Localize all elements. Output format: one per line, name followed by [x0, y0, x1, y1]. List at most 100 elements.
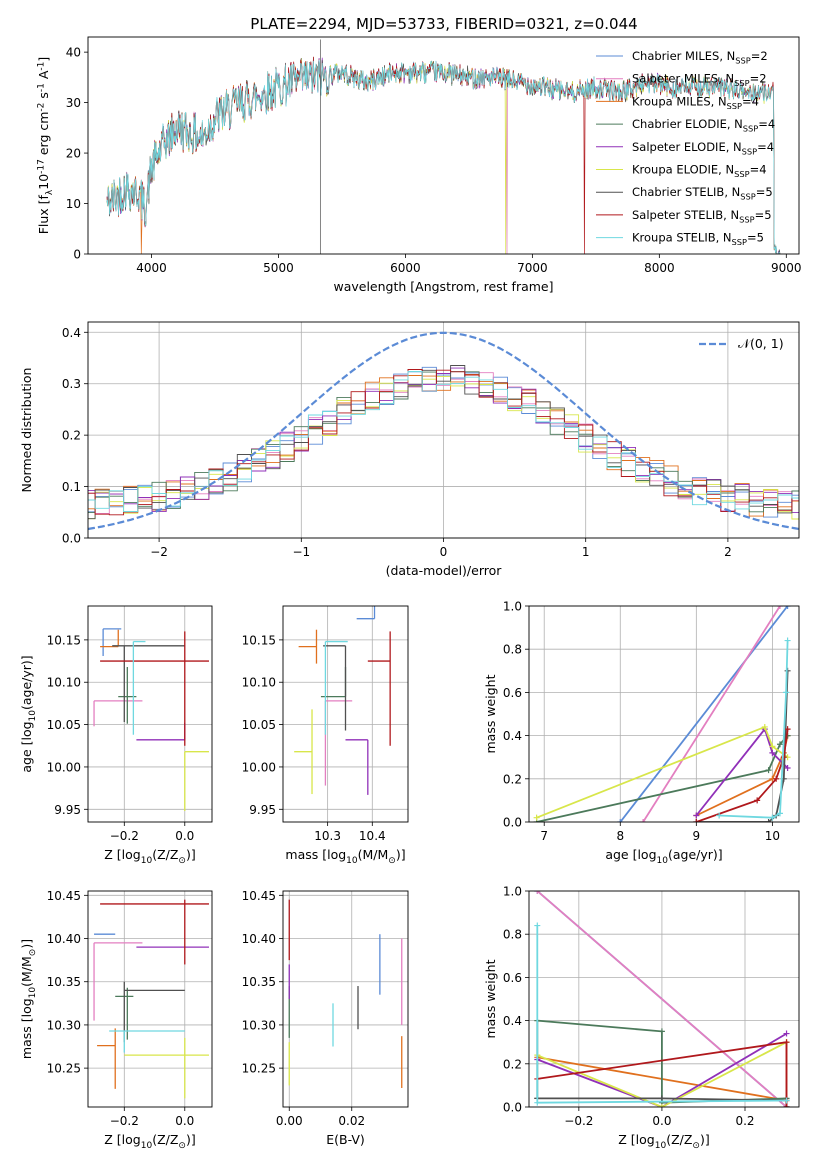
x-tick-label: 9000 — [771, 261, 802, 275]
normal-reference-curve — [88, 331, 799, 531]
weight-series-line — [536, 725, 789, 819]
z-age-frame — [87, 605, 213, 823]
ebv-mass-plot-area — [288, 899, 403, 1088]
spectrum-plot-area — [106, 39, 781, 254]
y-tick-label: 1.0 — [503, 600, 522, 614]
legend-label: Kroupa STELIB, NSSP=5 — [632, 231, 764, 247]
weight-marker — [658, 1095, 665, 1102]
weight-marker — [658, 1104, 665, 1107]
mass-age-xlabel: mass [log10(M/M⊙)] — [285, 847, 405, 866]
weight-marker — [783, 689, 790, 696]
z-age-xlabel: Z [log10(Z/Z⊙)] — [104, 847, 195, 866]
weight-marker — [640, 819, 647, 822]
z-age-ylabel: age [log10(age/yr)] — [19, 655, 38, 772]
x-tick-label: 4000 — [136, 261, 167, 275]
y-tick-label: 10.30 — [47, 1018, 81, 1032]
y-tick-label: 0.8 — [503, 643, 522, 657]
ebv-mass-grid — [283, 891, 408, 1107]
legend-label: Chabrier ELODIE, NSSP=4 — [632, 117, 775, 133]
age-weight-axes: 7 8 9 10 0.0 0.2 0.4 0.6 0.8 1.0 age [log10(age/yr… — [483, 600, 800, 866]
legend-label: Salpeter MILES, NSSP=2 — [632, 72, 767, 88]
weight-marker — [693, 819, 700, 822]
y-tick-label: 10.15 — [47, 633, 81, 647]
errorbar-point — [320, 666, 347, 698]
y-tick-label: 0.1 — [62, 480, 81, 494]
y-tick-label: 40 — [66, 46, 81, 60]
errorbar-point — [123, 981, 185, 1043]
x-tick-label: 8000 — [644, 261, 675, 275]
y-tick-label: 0.2 — [62, 429, 81, 443]
mass-age-plot-area — [294, 606, 391, 795]
weight-marker — [783, 1030, 790, 1037]
ebv-mass-frame — [282, 890, 409, 1108]
ebv-mass-xlabel: E(B-V) — [326, 1132, 365, 1147]
x-tick-label: 10.3 — [314, 829, 341, 843]
y-tick-label: 9.95 — [54, 803, 81, 817]
z-mass-axes: −0.2 0.0 10.25 10.30 10.35 10.40 10.45 Z [log10… — [19, 889, 213, 1151]
y-tick-label: 0.6 — [503, 971, 522, 985]
errorbar-point — [93, 700, 143, 727]
y-tick-label: 10.25 — [47, 1062, 81, 1076]
y-tick-label: 10.10 — [242, 676, 276, 690]
y-tick-label: 1.0 — [503, 885, 522, 899]
errorbar-point — [324, 640, 348, 735]
weight-marker — [784, 606, 791, 609]
z-mass-plot-area — [93, 899, 209, 1099]
x-tick-label: 0.0 — [175, 1114, 194, 1128]
y-tick-label: 9.95 — [249, 803, 276, 817]
weight-marker — [784, 637, 791, 644]
z-weight-axes: −0.2 0.0 0.2 0.0 0.2 0.4 0.6 0.8 1.0 Z [log10(Z/Z… — [483, 885, 800, 1151]
spectrum-series-line — [106, 56, 781, 254]
y-tick-label: 0.3 — [62, 377, 81, 391]
y-tick-label: 0 — [73, 248, 81, 262]
weight-marker — [783, 1039, 790, 1046]
errorbar-point — [102, 628, 122, 656]
spectrum-xlabel: wavelength [Angstrom, rest frame] — [333, 279, 553, 294]
mass-age-frame — [282, 605, 409, 823]
weight-marker — [754, 797, 761, 804]
legend-label: Kroupa ELODIE, NSSP=4 — [632, 163, 767, 179]
weight-marker — [533, 814, 540, 821]
weight-marker — [769, 749, 776, 756]
errorbar-point — [136, 722, 186, 741]
residuals-grid — [88, 322, 799, 539]
residual-histogram — [88, 372, 799, 514]
y-tick-label: 0.8 — [503, 928, 522, 942]
z-mass-ylabel: mass [log10(M/M⊙)] — [19, 939, 38, 1059]
weight-series-line — [642, 606, 781, 822]
weight-marker — [534, 891, 541, 894]
x-tick-label: 0.02 — [338, 1114, 365, 1128]
spectrum-legend: Chabrier MILES, NSSP=2 Salpeter MILES, NS… — [596, 49, 775, 247]
weight-marker — [658, 1028, 665, 1035]
y-tick-label: 0.0 — [503, 1101, 522, 1115]
y-tick-label: 30 — [66, 96, 81, 110]
spectrum-series-line — [106, 59, 781, 254]
weight-marker — [765, 767, 772, 774]
y-tick-label: 0.0 — [62, 532, 81, 546]
y-tick-label: 0.6 — [503, 686, 522, 700]
residuals-xlabel: (data-model)/error — [386, 563, 503, 578]
z-age-axes: −0.2 0.0 9.95 10.00 10.05 10.10 10.15 Z [log10(… — [19, 605, 213, 866]
x-tick-label: 5000 — [263, 261, 294, 275]
y-tick-label: 0.2 — [503, 1057, 522, 1071]
y-tick-label: 0.4 — [503, 1014, 522, 1028]
errorbar-point — [100, 899, 209, 965]
weight-marker — [716, 812, 723, 819]
x-tick-label: 10.4 — [359, 829, 386, 843]
errorbar-point — [100, 631, 209, 746]
errorbar-point — [109, 1030, 185, 1053]
weight-marker — [769, 743, 776, 750]
weight-series-line — [719, 640, 789, 819]
legend-label: Kroupa MILES, NSSP=4 — [632, 94, 759, 110]
errorbar-point — [97, 1028, 116, 1089]
x-tick-label: 1 — [582, 545, 590, 559]
figure-title: PLATE=2294, MJD=53733, FIBERID=0321, z=0… — [250, 15, 637, 33]
errorbar-point — [132, 640, 146, 735]
weight-marker — [534, 1099, 541, 1106]
y-tick-label: 10.10 — [47, 676, 81, 690]
residuals-axes: −2 −1 0 1 2 0.0 0.1 0.2 0.3 0.4 (data-model)/error… — [19, 321, 800, 578]
residual-histogram — [88, 367, 799, 514]
y-tick-label: 10.45 — [47, 889, 81, 903]
spectrum-frame — [87, 36, 800, 255]
x-tick-label: 8 — [616, 829, 624, 843]
